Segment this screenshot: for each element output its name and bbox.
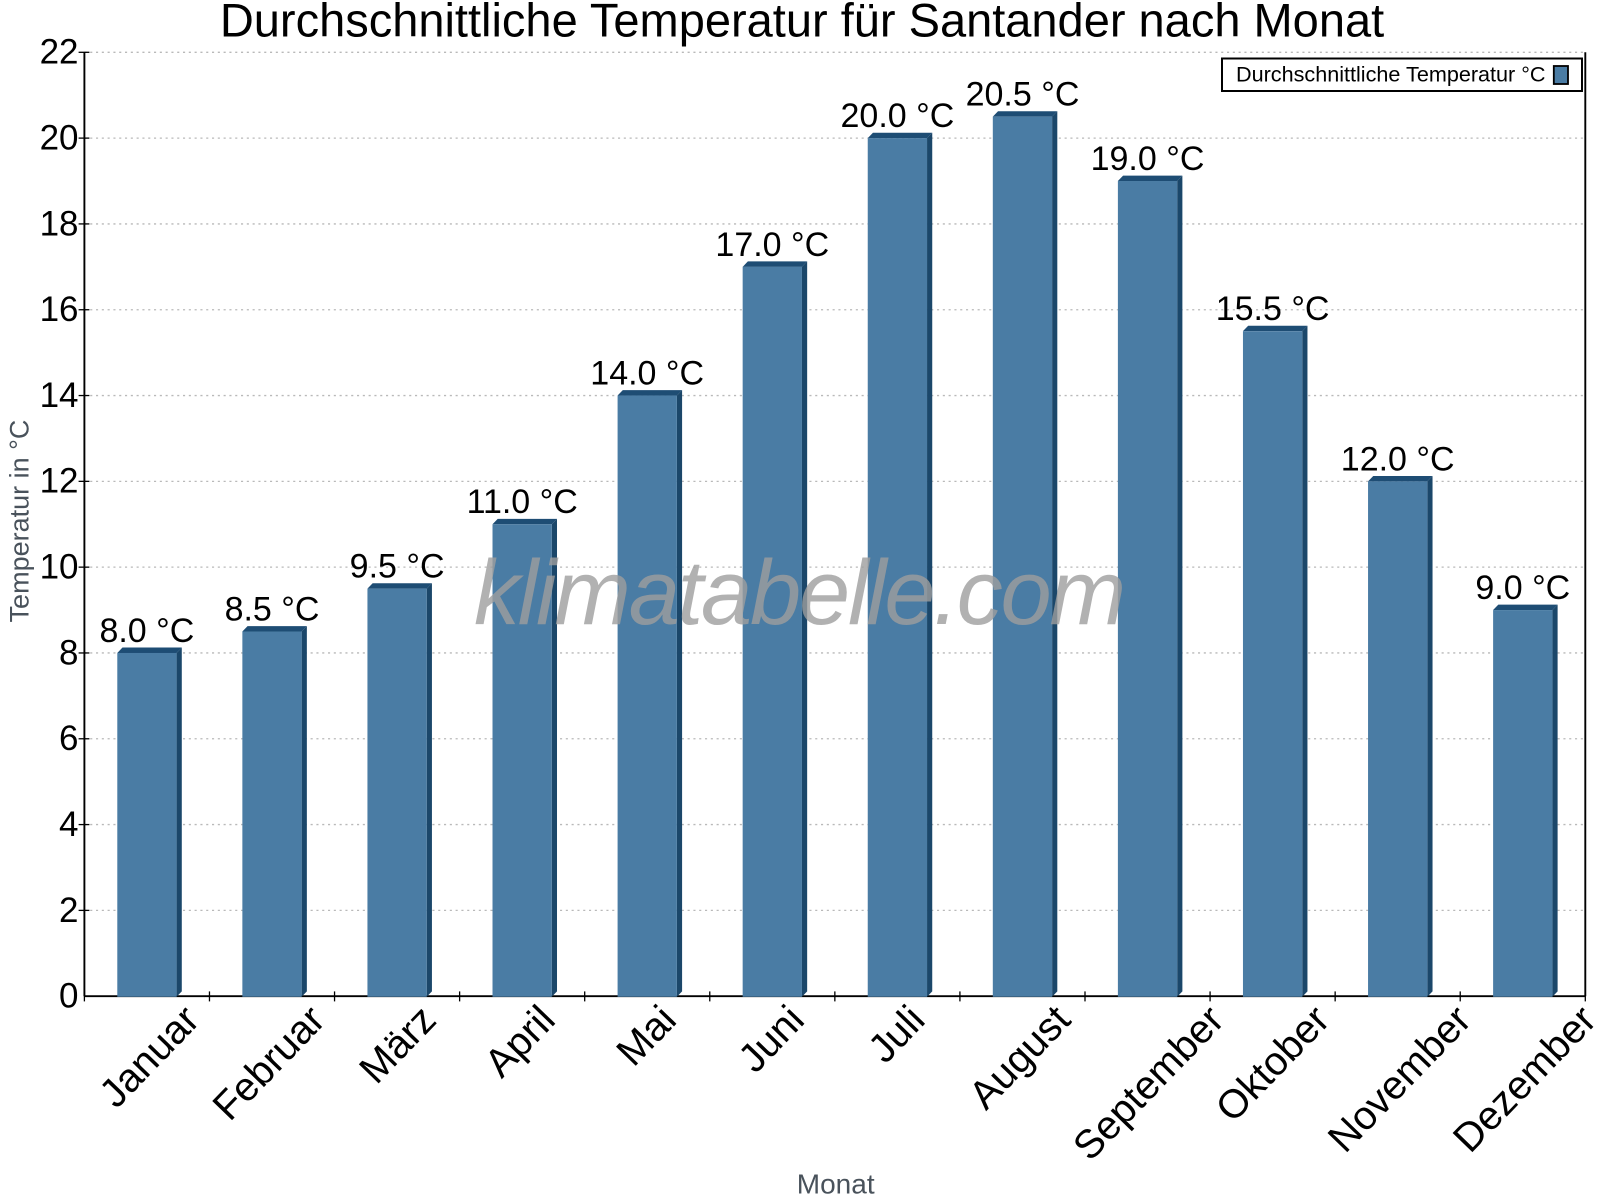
- svg-text:4: 4: [59, 805, 78, 844]
- svg-text:16: 16: [40, 290, 79, 329]
- svg-text:6: 6: [59, 719, 78, 758]
- svg-text:14.0 °C: 14.0 °C: [590, 355, 704, 393]
- svg-text:Durchschnittliche Temperatur °: Durchschnittliche Temperatur °C: [1236, 62, 1545, 87]
- svg-text:0: 0: [59, 977, 78, 1016]
- svg-text:20: 20: [40, 119, 79, 158]
- svg-text:klimatabelle.com: klimatabelle.com: [474, 542, 1124, 644]
- svg-text:8.0 °C: 8.0 °C: [99, 612, 194, 650]
- svg-text:22: 22: [40, 33, 79, 72]
- svg-text:9.0 °C: 9.0 °C: [1475, 569, 1570, 607]
- svg-text:8: 8: [59, 633, 78, 672]
- svg-text:18: 18: [40, 204, 79, 243]
- svg-text:12: 12: [40, 462, 79, 501]
- svg-text:10: 10: [40, 548, 79, 587]
- svg-text:11.0 °C: 11.0 °C: [467, 483, 578, 521]
- svg-text:Durchschnittliche Temperatur f: Durchschnittliche Temperatur für Santand…: [220, 0, 1384, 47]
- svg-text:20.0 °C: 20.0 °C: [841, 97, 955, 135]
- svg-text:8.5 °C: 8.5 °C: [225, 591, 320, 629]
- svg-text:14: 14: [40, 376, 79, 415]
- svg-text:2: 2: [59, 891, 78, 930]
- svg-text:19.0 °C: 19.0 °C: [1091, 140, 1205, 178]
- svg-text:Monat: Monat: [797, 1169, 875, 1200]
- svg-text:Temperatur in °C: Temperatur in °C: [5, 420, 35, 623]
- svg-text:20.5 °C: 20.5 °C: [966, 76, 1080, 114]
- svg-text:9.5 °C: 9.5 °C: [350, 548, 445, 586]
- svg-text:12.0 °C: 12.0 °C: [1341, 440, 1455, 478]
- svg-text:17.0 °C: 17.0 °C: [715, 226, 829, 264]
- svg-text:15.5 °C: 15.5 °C: [1216, 290, 1330, 328]
